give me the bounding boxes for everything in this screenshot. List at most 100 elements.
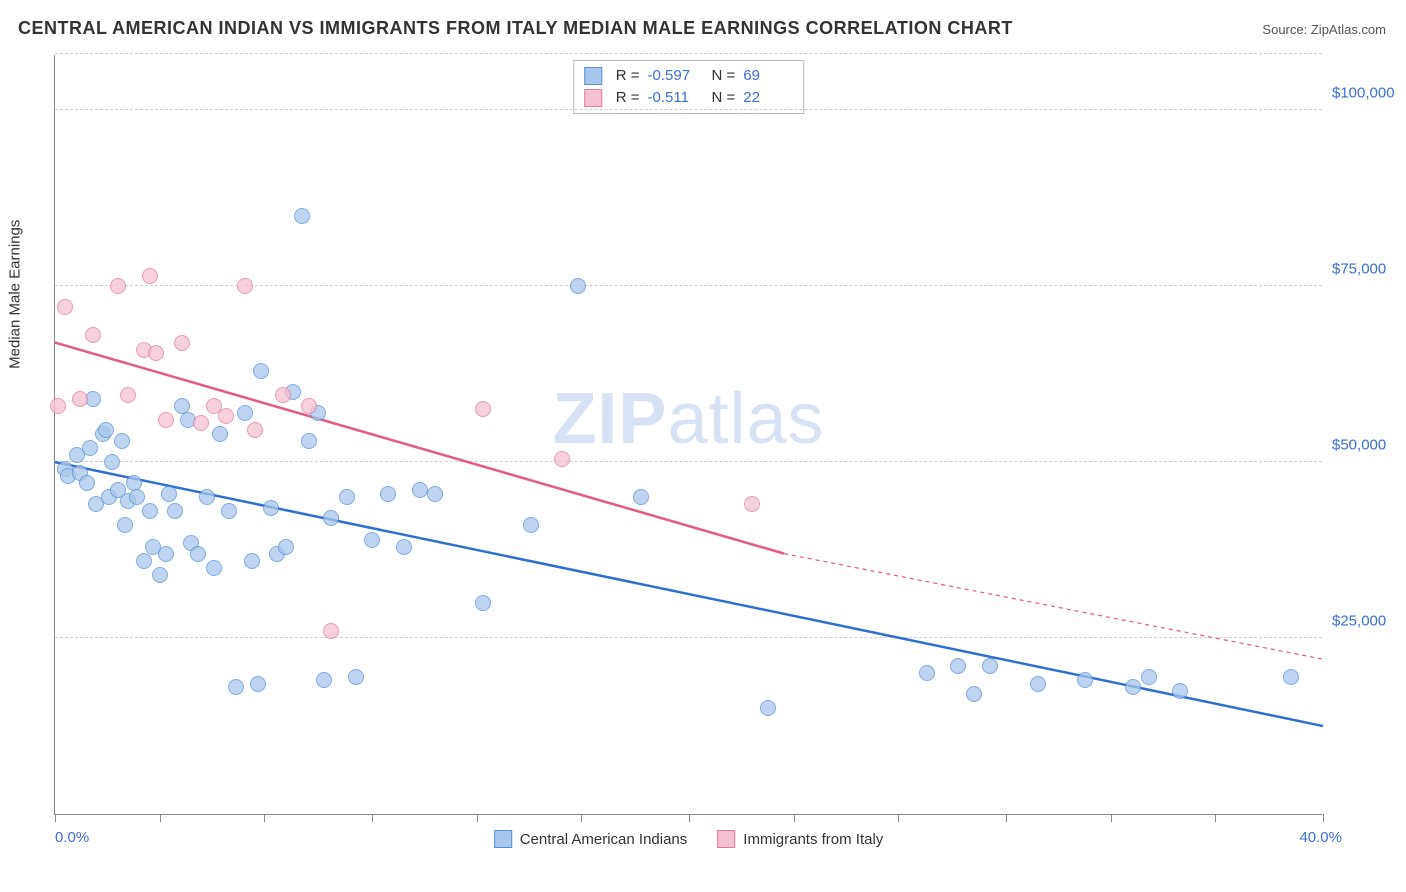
trend-line bbox=[55, 343, 784, 554]
scatter-point bbox=[237, 405, 253, 421]
legend-swatch bbox=[717, 830, 735, 848]
legend-item: Central American Indians bbox=[494, 830, 688, 848]
x-tick bbox=[160, 814, 161, 822]
scatter-point bbox=[427, 486, 443, 502]
scatter-point bbox=[301, 398, 317, 414]
scatter-point bbox=[982, 658, 998, 674]
x-tick bbox=[898, 814, 899, 822]
scatter-point bbox=[161, 486, 177, 502]
scatter-point bbox=[364, 532, 380, 548]
legend-item: Immigrants from Italy bbox=[717, 830, 883, 848]
chart-plot-area: Median Male Earnings ZIPatlas R =-0.597N… bbox=[54, 55, 1322, 815]
x-tick bbox=[1215, 814, 1216, 822]
scatter-point bbox=[633, 489, 649, 505]
x-tick bbox=[372, 814, 373, 822]
legend-series: Central American Indians Immigrants from … bbox=[494, 830, 884, 848]
scatter-point bbox=[323, 510, 339, 526]
scatter-point bbox=[221, 503, 237, 519]
scatter-point bbox=[244, 553, 260, 569]
trend-lines-layer bbox=[55, 54, 1323, 814]
scatter-point bbox=[253, 363, 269, 379]
scatter-point bbox=[142, 503, 158, 519]
scatter-point bbox=[1283, 669, 1299, 685]
scatter-point bbox=[1077, 672, 1093, 688]
legend-label: Immigrants from Italy bbox=[743, 831, 883, 848]
x-tick bbox=[581, 814, 582, 822]
scatter-point bbox=[199, 489, 215, 505]
scatter-point bbox=[79, 475, 95, 491]
scatter-point bbox=[475, 595, 491, 611]
y-tick-label: $25,000 bbox=[1332, 613, 1406, 630]
scatter-point bbox=[212, 426, 228, 442]
scatter-point bbox=[475, 401, 491, 417]
scatter-point bbox=[85, 327, 101, 343]
y-tick-label: $75,000 bbox=[1332, 261, 1406, 278]
scatter-point bbox=[301, 433, 317, 449]
scatter-point bbox=[966, 686, 982, 702]
x-tick bbox=[794, 814, 795, 822]
source-label: Source: bbox=[1262, 22, 1307, 37]
scatter-point bbox=[167, 503, 183, 519]
scatter-point bbox=[193, 415, 209, 431]
x-tick bbox=[477, 814, 478, 822]
scatter-point bbox=[316, 672, 332, 688]
scatter-point bbox=[158, 412, 174, 428]
y-tick-label: $50,000 bbox=[1332, 437, 1406, 454]
scatter-point bbox=[323, 623, 339, 639]
scatter-point bbox=[152, 567, 168, 583]
y-tick-label: $100,000 bbox=[1332, 85, 1406, 102]
scatter-point bbox=[523, 517, 539, 533]
chart-title: CENTRAL AMERICAN INDIAN VS IMMIGRANTS FR… bbox=[18, 18, 1013, 39]
x-tick bbox=[1323, 814, 1324, 822]
scatter-point bbox=[760, 700, 776, 716]
x-tick bbox=[264, 814, 265, 822]
scatter-point bbox=[206, 560, 222, 576]
scatter-point bbox=[72, 391, 88, 407]
scatter-point bbox=[1030, 676, 1046, 692]
scatter-point bbox=[129, 489, 145, 505]
scatter-point bbox=[950, 658, 966, 674]
scatter-point bbox=[294, 208, 310, 224]
scatter-point bbox=[250, 676, 266, 692]
scatter-point bbox=[278, 539, 294, 555]
source-value: ZipAtlas.com bbox=[1311, 22, 1386, 37]
scatter-point bbox=[919, 665, 935, 681]
scatter-point bbox=[142, 268, 158, 284]
source-attribution: Source: ZipAtlas.com bbox=[1262, 22, 1386, 37]
y-axis-title: Median Male Earnings bbox=[7, 219, 24, 368]
x-tick bbox=[55, 814, 56, 822]
x-max-label: 40.0% bbox=[1299, 829, 1342, 846]
scatter-point bbox=[110, 278, 126, 294]
scatter-point bbox=[120, 387, 136, 403]
scatter-point bbox=[228, 679, 244, 695]
scatter-point bbox=[57, 299, 73, 315]
scatter-point bbox=[348, 669, 364, 685]
scatter-point bbox=[339, 489, 355, 505]
x-tick bbox=[1111, 814, 1112, 822]
scatter-point bbox=[570, 278, 586, 294]
x-tick bbox=[1006, 814, 1007, 822]
scatter-point bbox=[1172, 683, 1188, 699]
legend-label: Central American Indians bbox=[520, 831, 688, 848]
scatter-point bbox=[50, 398, 66, 414]
scatter-point bbox=[114, 433, 130, 449]
scatter-point bbox=[744, 496, 760, 512]
scatter-point bbox=[263, 500, 279, 516]
scatter-point bbox=[412, 482, 428, 498]
trend-line bbox=[784, 554, 1323, 660]
x-tick bbox=[689, 814, 690, 822]
scatter-point bbox=[380, 486, 396, 502]
scatter-point bbox=[148, 345, 164, 361]
scatter-point bbox=[158, 546, 174, 562]
scatter-point bbox=[104, 454, 120, 470]
x-min-label: 0.0% bbox=[55, 829, 89, 846]
scatter-point bbox=[174, 335, 190, 351]
scatter-point bbox=[98, 422, 114, 438]
legend-swatch bbox=[494, 830, 512, 848]
scatter-point bbox=[237, 278, 253, 294]
scatter-point bbox=[554, 451, 570, 467]
scatter-point bbox=[396, 539, 412, 555]
scatter-point bbox=[190, 546, 206, 562]
scatter-point bbox=[82, 440, 98, 456]
scatter-point bbox=[247, 422, 263, 438]
